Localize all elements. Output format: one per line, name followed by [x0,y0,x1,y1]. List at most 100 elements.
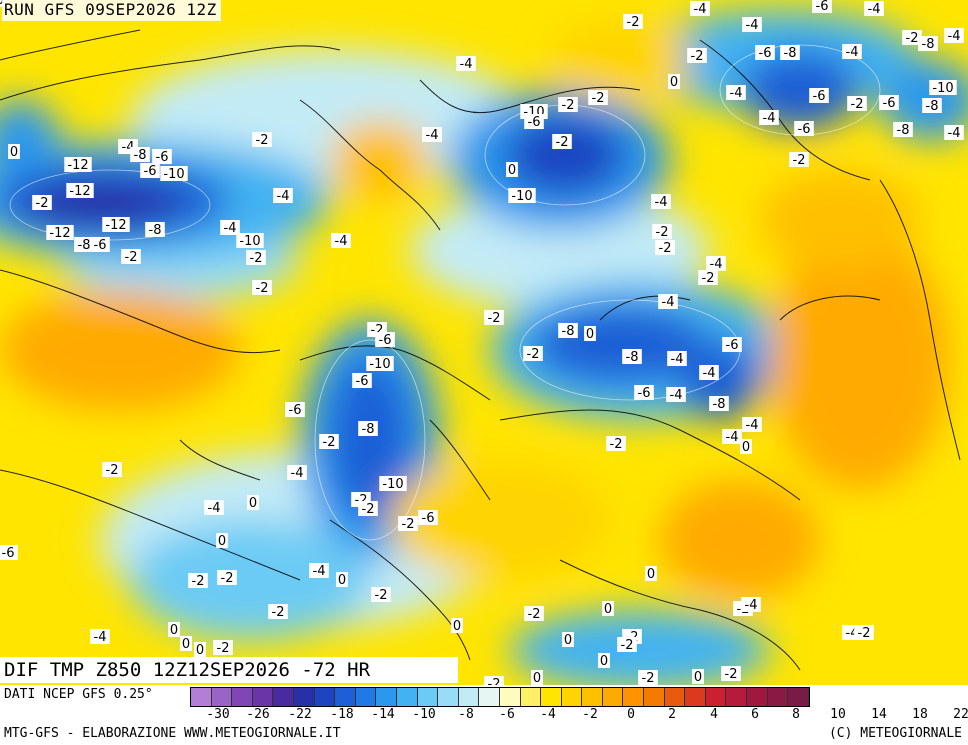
svg-text:-4: -4 [710,257,723,272]
isotherm-value-label: -8 [922,98,942,114]
svg-text:-2: -2 [250,251,263,266]
svg-text:-6: -6 [638,386,651,401]
svg-text:-4: -4 [671,352,684,367]
svg-text:-2: -2 [725,667,738,682]
isotherm-value-label: -2 [398,516,418,532]
legend-swatch [376,688,397,706]
data-source: DATI NCEP GFS 0.25° [4,687,153,702]
isotherm-value-label: 0 [692,669,704,685]
legend-swatch [644,688,665,706]
isotherm-value-label: -8 [558,323,578,339]
svg-text:-12: -12 [67,158,88,173]
legend-swatch [623,688,645,706]
isotherm-value-label: 0 [506,162,518,178]
isotherm-value-label: -2 [652,224,672,240]
svg-text:-12: -12 [105,218,126,233]
isotherm-value-label: 0 [168,622,180,638]
svg-text:-4: -4 [948,126,961,141]
svg-text:-2: -2 [488,677,501,685]
isotherm-value-label: -2 [623,14,643,30]
svg-text:-2: -2 [642,671,655,685]
scale-tick-label: -2 [582,707,598,722]
isotherm-value-label: -6 [140,163,160,179]
svg-text:-2: -2 [528,607,541,622]
svg-text:-6: -6 [379,333,392,348]
isotherm-value-label: -2 [606,436,626,452]
svg-text:-2: -2 [656,225,669,240]
isotherm-value-label: -12 [102,217,130,233]
svg-text:-2: -2 [659,241,672,256]
isotherm-value-label: -2 [638,670,658,685]
isotherm-value-label: -2 [268,604,288,620]
legend-swatch [788,688,809,706]
svg-text:-8: -8 [897,123,910,138]
scale-tick-label: 14 [871,707,887,722]
svg-text:-4: -4 [426,128,439,143]
isotherm-value-label: 0 [668,74,680,90]
svg-text:-8: -8 [362,422,375,437]
svg-text:-6: -6 [528,115,541,130]
isotherm-value-label: -2 [252,132,272,148]
svg-text:-4: -4 [460,57,473,72]
legend-swatch [191,688,212,706]
svg-text:-8: -8 [926,99,939,114]
svg-text:-2: -2 [402,517,415,532]
svg-text:-2: -2 [527,347,540,362]
isotherm-value-label: -6 [0,545,18,561]
isotherm-value-label: -2 [902,30,922,46]
svg-text:-8: -8 [784,46,797,61]
isotherm-value-label: -4 [944,125,964,141]
svg-text:-8: -8 [626,350,639,365]
legend-swatch [335,688,356,706]
isotherm-value-label: -8 [780,45,800,61]
svg-text:-2: -2 [36,196,49,211]
isotherm-value-label: 0 [584,326,596,342]
legend-swatch [458,688,480,706]
svg-text:-4: -4 [277,189,290,204]
svg-text:-4: -4 [746,18,759,33]
scale-tick-label: -14 [371,707,395,722]
svg-text:-2: -2 [375,588,388,603]
scale-tick-label: -22 [288,707,312,722]
svg-text:-6: -6 [816,0,829,14]
svg-text:-2: -2 [192,574,205,589]
isotherm-value-label: 0 [451,618,463,634]
svg-text:0: 0 [564,633,572,648]
isotherm-value-label: -6 [90,237,110,253]
svg-text:-10: -10 [163,167,184,182]
scale-tick-label: -4 [540,707,556,722]
isotherm-value-label: -2 [246,250,266,266]
svg-text:-6: -6 [289,403,302,418]
isotherm-value-label: -8 [74,237,94,253]
isotherm-value-label: -2 [188,573,208,589]
isotherm-value-label: -4 [309,563,329,579]
legend-swatch [396,688,418,706]
isotherm-value-label: -6 [352,373,372,389]
svg-text:0: 0 [182,637,190,652]
isotherm-value-label: -4 [741,597,761,613]
isotherm-value-label: -4 [722,429,742,445]
svg-text:-4: -4 [745,598,758,613]
isotherm-value-label: -4 [658,294,678,310]
isotherm-value-label: -2 [617,637,637,653]
svg-text:-4: -4 [670,388,683,403]
svg-text:0: 0 [604,602,612,617]
svg-text:-6: -6 [798,122,811,137]
scale-tick-label: 10 [830,707,846,722]
scale-tick-label: -18 [330,707,354,722]
scale-tick-label: -10 [412,707,436,722]
svg-text:-4: -4 [694,2,707,17]
isotherm-value-label: -4 [667,351,687,367]
isotherm-value-label: -4 [742,417,762,433]
scale-tick-label: 22 [953,707,968,722]
legend-swatch [232,688,253,706]
scale-tick-label: -6 [499,707,515,722]
svg-text:-2: -2 [362,502,375,517]
svg-text:0: 0 [249,496,257,511]
isotherm-value-label: -2 [371,587,391,603]
svg-text:-6: -6 [2,546,15,561]
isotherm-value-label: 0 [645,566,657,582]
isotherm-value-label: -6 [809,88,829,104]
svg-text:0: 0 [586,327,594,342]
svg-text:0: 0 [10,145,18,160]
